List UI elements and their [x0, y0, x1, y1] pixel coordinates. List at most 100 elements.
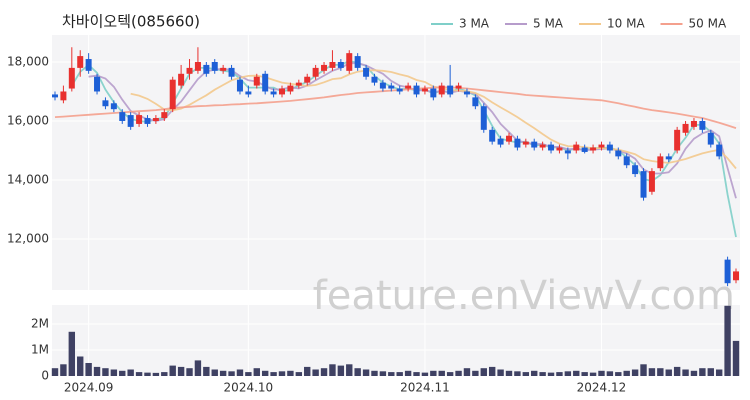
volume-bar	[413, 372, 420, 376]
volume-bar	[77, 356, 84, 376]
candle-body	[236, 79, 243, 92]
y-tick-label: 18,000	[7, 54, 49, 68]
watermark: feature.enViewV.com	[313, 273, 735, 319]
x-tick-label: 2024.10	[224, 381, 274, 395]
candle-body	[556, 147, 563, 151]
volume-bar	[337, 365, 345, 376]
volume-bar	[463, 368, 471, 376]
candle-body	[329, 61, 336, 68]
volume-bar	[732, 340, 740, 376]
legend-label: 3 MA	[459, 17, 490, 31]
volume-bar	[60, 364, 67, 376]
volume-bar	[194, 360, 202, 376]
legend-label: 50 MA	[689, 17, 727, 31]
x-tick-label: 2024.11	[400, 381, 450, 395]
candle-body	[724, 259, 731, 284]
candle-body	[396, 88, 403, 92]
candle-body	[245, 91, 252, 95]
volume-bar	[371, 370, 378, 376]
candle-body	[690, 120, 697, 127]
candle-body	[77, 56, 84, 68]
volume-bar	[304, 366, 311, 376]
candle-body	[220, 67, 227, 71]
candle-body	[337, 61, 344, 68]
candle-body	[733, 271, 739, 281]
volume-bar	[522, 372, 530, 376]
candle-body	[548, 144, 555, 151]
marks	[51, 47, 740, 376]
candle-body	[270, 91, 277, 95]
candle-body	[463, 91, 470, 95]
volume-bar	[169, 365, 176, 376]
x-tick-label: 2024.09	[64, 381, 114, 395]
volume-bar	[505, 370, 513, 376]
volume-bar	[186, 368, 193, 376]
candle-body	[388, 85, 395, 89]
volume-bar	[446, 372, 454, 376]
candle-body	[287, 85, 294, 92]
candle-body	[657, 156, 664, 169]
candle-body	[94, 76, 101, 92]
volume-bar	[581, 372, 588, 376]
candle-body	[699, 120, 706, 130]
volume-bar	[161, 372, 168, 376]
volume-bar	[531, 370, 538, 376]
volume-bar	[379, 371, 387, 376]
volume-bar	[362, 369, 370, 376]
candle-body	[573, 144, 580, 151]
y-tick-label: 16,000	[7, 113, 49, 127]
candle-body	[522, 141, 529, 145]
candle-body	[354, 56, 361, 68]
candle-body	[169, 79, 176, 110]
candle-body	[447, 85, 454, 95]
volume-bar	[68, 331, 76, 376]
volume-bar	[127, 369, 134, 376]
volume-bar	[488, 366, 496, 376]
volume-bar	[682, 369, 689, 376]
volume-bar	[287, 370, 294, 376]
candle-body	[312, 67, 319, 77]
candle-body	[421, 88, 428, 92]
chart-title: 차바이오텍(085660)	[62, 13, 200, 31]
candle-body	[186, 67, 193, 74]
volume-bar	[404, 370, 412, 376]
volume-bar	[177, 366, 185, 376]
volume-bar	[615, 372, 622, 376]
candle-body	[648, 171, 655, 192]
ma-line	[54, 86, 737, 129]
candle-body	[110, 103, 117, 110]
volume-bar	[102, 368, 109, 376]
volume-bar	[514, 371, 521, 376]
candle-body	[455, 85, 462, 89]
candle-body	[405, 85, 412, 89]
volume-bar	[85, 362, 92, 376]
candle-body	[480, 106, 487, 130]
volume-bar	[598, 370, 605, 376]
candle-body	[707, 132, 714, 145]
volume-bar	[673, 366, 681, 376]
candle-body	[623, 156, 630, 166]
volume-bar	[236, 369, 244, 376]
volume-bar	[556, 372, 563, 376]
candle-body	[438, 85, 445, 95]
candle-body	[253, 76, 260, 86]
volume-bar	[438, 370, 445, 376]
candle-body	[716, 144, 723, 157]
candle-body	[136, 115, 143, 124]
volume-bar	[665, 369, 672, 376]
volume-bar	[219, 370, 227, 376]
volume-bar	[270, 372, 277, 376]
candle-body	[430, 88, 437, 98]
volume-bar	[320, 368, 328, 376]
volume-bar	[152, 372, 160, 376]
volume-bar	[312, 369, 319, 376]
candle-body	[85, 59, 92, 71]
volume-bar	[564, 371, 572, 376]
volume-bar	[715, 369, 723, 376]
candle-body	[228, 67, 235, 77]
candle-body	[413, 85, 420, 95]
y-tick-label: 12,000	[7, 231, 49, 245]
volume-bar	[589, 372, 597, 376]
candle-body	[371, 76, 378, 83]
